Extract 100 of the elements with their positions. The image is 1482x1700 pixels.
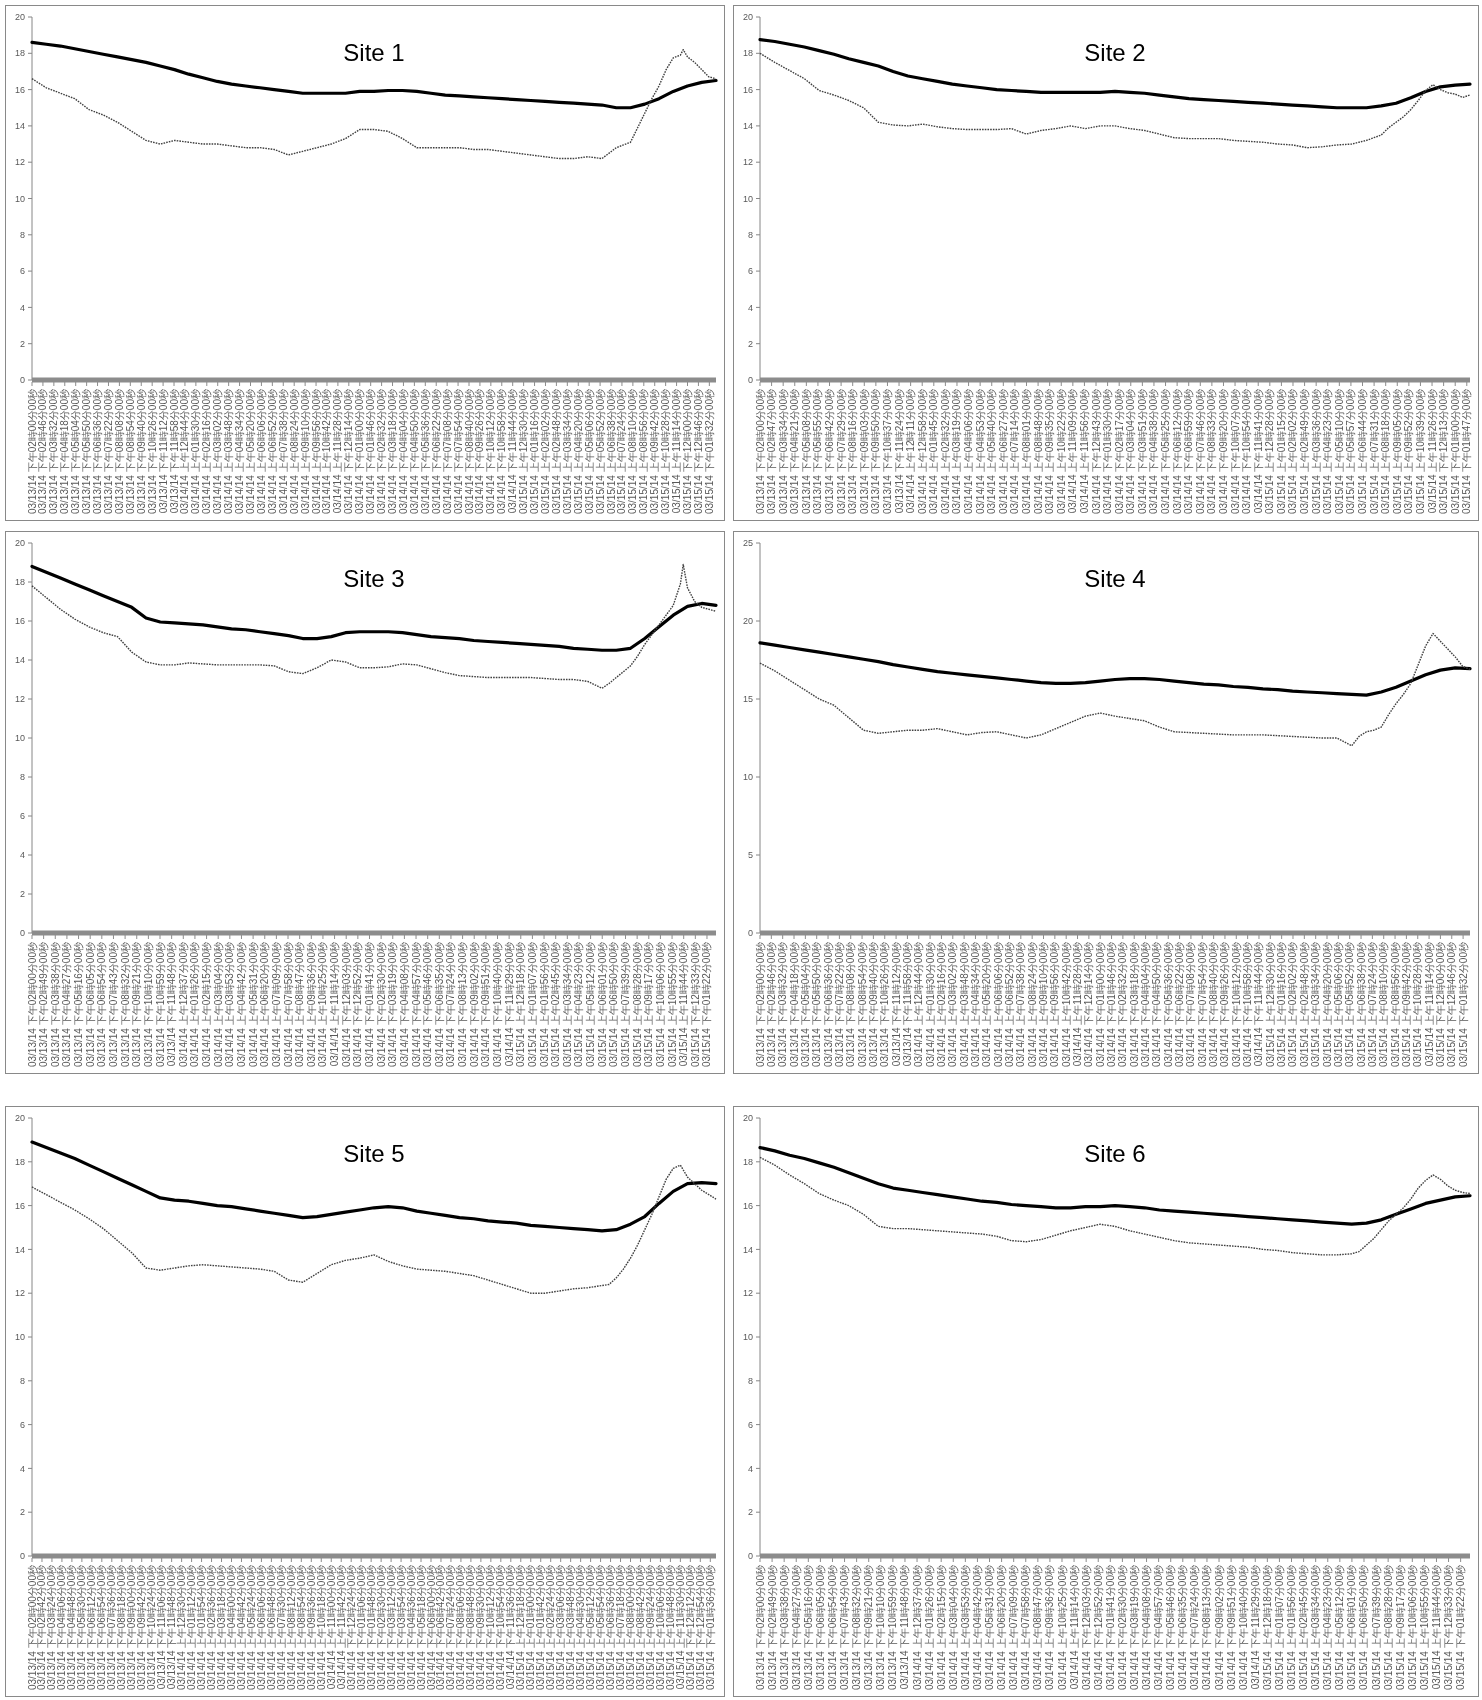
- title: Site 5: [343, 1140, 405, 1167]
- x-tick-label: 03/14/14 上午10時22分00秒: [1055, 389, 1067, 515]
- x-tick-label: 03/15/14 上午02時48分00秒: [1298, 942, 1310, 1068]
- y-tick-label: 20: [15, 12, 25, 23]
- x-tick-label: 03/13/14 下午05時16分00秒: [802, 1565, 814, 1691]
- x-tick-label: 03/13/14 下午02時47分00秒: [766, 389, 778, 515]
- x-tick-label: 03/13/14 下午09時40分00秒: [867, 942, 879, 1068]
- x-tick-label: 03/13/14 下午09時21分00秒: [131, 942, 143, 1068]
- x-tick-label: 03/15/14 上午08時00分00秒: [625, 1565, 636, 1691]
- x-tick-label: 03/15/14 下午12時46分00秒: [1446, 942, 1458, 1068]
- x-tick-label: 03/13/14 下午09時03分00秒: [858, 389, 870, 515]
- x-tick-label: 03/14/14 上午12時58分00秒: [916, 389, 928, 515]
- x-tick-label: 03/15/14 上午01時07分00秒: [1273, 1565, 1285, 1691]
- x-tick-label: 03/15/14 上午04時23分00秒: [1322, 1565, 1334, 1691]
- y-tick-label: 18: [15, 1156, 25, 1167]
- x-tick-label: 03/13/14 下午10時59分00秒: [887, 1565, 899, 1691]
- x-tick-label: 03/14/14 上午10時42分00秒: [321, 389, 333, 515]
- x-tick-label: 03/13/14 下午11時24分00秒: [893, 389, 905, 514]
- x-tick-label: 03/14/14 上午11時28分00秒: [332, 389, 344, 514]
- x-tick-label: 03/14/14 下午12時03分00秒: [340, 942, 352, 1068]
- x-tick-label: 03/15/14 上午09時42分00秒: [649, 389, 661, 515]
- y-tick-label: 8: [20, 772, 25, 783]
- x-tick-label: 03/13/14 下午11時12分00秒: [157, 389, 169, 514]
- x-tick-label: 03/14/14 下午03時51分00秒: [1136, 389, 1148, 515]
- y-tick-label: 2: [20, 338, 25, 349]
- x-tick-label: 03/14/14 下午01時30分00秒: [1102, 389, 1114, 515]
- y-tick-label: 20: [743, 616, 753, 627]
- x-tick-label: 03/13/14 下午02時42分00秒: [36, 1565, 48, 1691]
- x-tick-label: 03/13/14 下午02時00分00秒: [26, 389, 38, 515]
- x-tick-label: 03/14/14 上午03時53分00秒: [959, 1565, 971, 1691]
- x-tick-label: 03/14/14 上午09時35分00秒: [1044, 389, 1056, 515]
- x-tick-label: 03/14/14 上午10時25分00秒: [1056, 1565, 1068, 1691]
- x-tick-label: 03/14/14 下午12時03分00秒: [1080, 1565, 1092, 1691]
- x-tick-label: 03/14/14 下午08時06分00秒: [455, 1565, 467, 1691]
- x-tick-label: 03/14/14 上午08時24分00秒: [1026, 942, 1038, 1068]
- y-tick-label: 14: [743, 121, 753, 132]
- y-tick-label: 20: [743, 1113, 753, 1124]
- x-tick-label: 03/15/14 上午06時50分00秒: [608, 942, 620, 1068]
- x-tick-label: 03/15/14 下午12時00分00秒: [682, 389, 693, 515]
- x-tick-label: 03/15/14 上午10時06分00秒: [1406, 1565, 1418, 1691]
- y-tick-label: 20: [743, 12, 753, 23]
- x-tick-label: 03/14/14 上午06時52分00秒: [266, 389, 278, 515]
- y-tick-label: 2: [748, 338, 753, 349]
- x-tick-label: 03/13/14 下午05時30分00秒: [76, 1565, 88, 1691]
- x-tick-label: 03/14/14 上午06時06分00秒: [992, 942, 1004, 1068]
- x-tick-label: 03/15/14 上午12時18分00秒: [515, 1565, 527, 1691]
- x-tick-label: 03/14/14 上午03時19分00秒: [951, 389, 963, 515]
- y-tick-label: 0: [20, 1551, 25, 1562]
- y-tick-label: 18: [15, 48, 25, 59]
- x-tick-label: 03/14/14 上午05時20分00秒: [245, 389, 256, 515]
- x-tick-label: 03/13/14 下午06時05分00秒: [84, 942, 96, 1068]
- y-tick-label: 8: [20, 1375, 25, 1386]
- x-tick-label: 03/14/14 上午04時00分00秒: [226, 1565, 237, 1691]
- x-tick-label: 03/13/14 下午04時06分00秒: [56, 1565, 68, 1691]
- y-tick-label: 16: [15, 616, 25, 627]
- x-tick-label: 03/13/14 下午10時24分00秒: [146, 1565, 158, 1691]
- x-tick-label: 03/13/14 下午04時48分00秒: [66, 1565, 78, 1691]
- x-tick-label: 03/15/14 上午05時57分00秒: [1345, 389, 1357, 515]
- x-tick-label: 03/14/14 上午08時01分00秒: [1021, 389, 1032, 515]
- x-tick-label: 03/14/14 下午09時26分00秒: [1219, 942, 1231, 1068]
- x-tick-label: 03/15/14 上午10時55分00秒: [666, 942, 678, 1068]
- x-tick-label: 03/14/14 下午01時00分00秒: [354, 389, 366, 515]
- x-tick-label: 03/15/14 上午08時28分00秒: [1382, 1565, 1394, 1691]
- x-tick-label: 03/13/14 下午02時46分00秒: [765, 942, 777, 1068]
- x-tick-label: 03/15/14 上午05時06分00秒: [1332, 942, 1344, 1068]
- x-tick-label: 03/14/14 下午07時08分00秒: [441, 389, 453, 515]
- x-tick-label: 03/13/14 下午06時05分00秒: [814, 1565, 826, 1691]
- x-tick-label: 03/15/14 上午12時30分00秒: [1264, 942, 1276, 1068]
- y-tick-label: 18: [15, 577, 25, 588]
- x-tick-label: 03/15/14 上午01時56分00秒: [1286, 1565, 1297, 1691]
- x-tick-label: 03/14/14 上午04時42分00秒: [971, 1565, 983, 1691]
- x-tick-label: 03/15/14 上午06時50分00秒: [1358, 1565, 1370, 1691]
- x-tick-label: 03/14/14 上午07時38分00秒: [1015, 942, 1027, 1068]
- x-tick-label: 03/14/14 上午02時36分00秒: [206, 1565, 218, 1691]
- x-tick-label: 03/14/14 上午06時52分00秒: [1004, 942, 1015, 1068]
- x-tick-label: 03/15/14 上午04時23分00秒: [573, 942, 585, 1068]
- x-tick-label: 03/14/14 上午06時27分00秒: [997, 389, 1009, 515]
- title: Site 1: [343, 39, 405, 66]
- x-tick-label: 03/14/14 上午09時36分00秒: [305, 942, 317, 1068]
- x-tick-label: 03/14/14 下午02時30分00秒: [1116, 1565, 1128, 1691]
- y-tick-label: 6: [20, 266, 25, 277]
- x-tick-label: 03/14/14 上午05時31分00秒: [247, 942, 259, 1068]
- y-tick-label: 16: [743, 1200, 753, 1211]
- x-tick-label: 03/14/14 下午11時41分00秒: [1252, 389, 1264, 514]
- x-tick-label: 03/15/14 上午09時17分00秒: [1394, 1565, 1406, 1691]
- x-tick-label: 03/14/14 下午03時19分00秒: [387, 942, 399, 1068]
- x-tick-label: 03/14/14 下午02時32分00秒: [1117, 942, 1129, 1068]
- x-tick-label: 03/15/14 上午08時10分00秒: [1378, 942, 1390, 1068]
- x-tick-label: 03/13/14 下午06時42分00秒: [824, 389, 835, 515]
- x-tick-label: 03/14/14 上午07時58分00秒: [282, 942, 294, 1068]
- x-tick-label: 03/15/14 下午01時32分00秒: [703, 389, 715, 515]
- x-tick-label: 03/14/14 上午04時42分00秒: [236, 942, 247, 1068]
- x-tick-label: 03/15/14 上午03時34分00秒: [561, 389, 573, 515]
- x-tick-label: 03/15/14 下午12時46分00秒: [692, 389, 704, 515]
- x-tick-label: 03/13/14 下午05時55分00秒: [812, 389, 824, 515]
- x-tick-label: 03/14/14 下午05時46分00秒: [1165, 1565, 1177, 1691]
- x-tick-label: 03/14/14 上午10時25分00秒: [317, 942, 329, 1068]
- x-tick-label: 03/14/14 上午04時34分00秒: [969, 942, 981, 1068]
- x-tick-label: 03/13/14 下午05時04分00秒: [799, 942, 811, 1068]
- x-tick-label: 03/14/14 下午08時13分00秒: [457, 942, 469, 1068]
